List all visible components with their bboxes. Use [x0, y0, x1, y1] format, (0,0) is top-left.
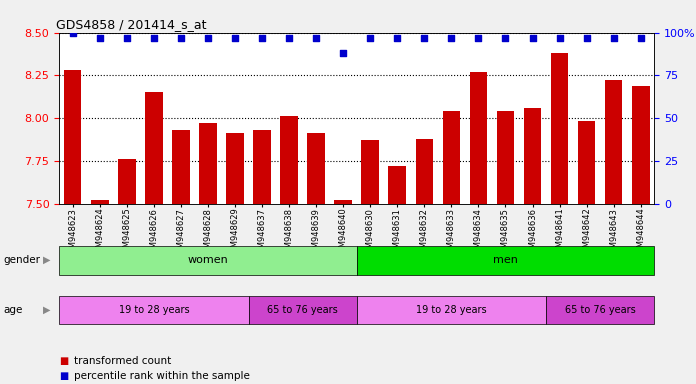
Point [94, 35, 105, 41]
Bar [416, 139, 433, 204]
Text: 19 to 28 years: 19 to 28 years [416, 305, 487, 315]
Bar [605, 81, 622, 204]
Point [283, 35, 294, 41]
Point [554, 35, 565, 41]
Bar [253, 130, 271, 204]
Text: 65 to 76 years: 65 to 76 years [267, 305, 338, 315]
Point [203, 35, 214, 41]
Text: 65 to 76 years: 65 to 76 years [564, 305, 635, 315]
Bar [497, 111, 514, 204]
Point [581, 35, 592, 41]
Point [256, 35, 267, 41]
Text: men: men [493, 255, 518, 265]
Text: ▶: ▶ [43, 255, 50, 265]
Point [500, 35, 511, 41]
Bar [199, 123, 216, 204]
Bar [578, 121, 595, 204]
Bar [470, 72, 487, 204]
Point [230, 35, 241, 41]
Text: ■: ■ [59, 356, 68, 366]
Text: ■: ■ [59, 371, 68, 381]
Text: ▶: ▶ [43, 305, 50, 315]
Point [148, 35, 159, 41]
Point [446, 35, 457, 41]
Text: GDS4858 / 201414_s_at: GDS4858 / 201414_s_at [56, 18, 207, 31]
Point [608, 35, 619, 41]
Bar [118, 159, 136, 204]
Point [310, 35, 322, 41]
Bar [145, 93, 163, 204]
Point [392, 35, 403, 41]
Bar [280, 116, 298, 204]
Bar [361, 140, 379, 204]
Point [175, 35, 187, 41]
Bar [551, 53, 569, 204]
Text: 19 to 28 years: 19 to 28 years [118, 305, 189, 315]
Text: gender: gender [3, 255, 40, 265]
Text: percentile rank within the sample: percentile rank within the sample [74, 371, 251, 381]
Bar [172, 130, 190, 204]
Bar [91, 200, 109, 204]
Point [527, 35, 538, 41]
Point [365, 35, 376, 41]
Text: age: age [3, 305, 23, 315]
Bar [388, 166, 406, 204]
Point [419, 35, 430, 41]
Bar [308, 134, 325, 204]
Point [473, 35, 484, 41]
Bar [334, 200, 352, 204]
Point [338, 50, 349, 56]
Bar [226, 134, 244, 204]
Point [67, 30, 78, 36]
Text: transformed count: transformed count [74, 356, 172, 366]
Point [635, 35, 647, 41]
Text: women: women [187, 255, 228, 265]
Bar [64, 70, 81, 204]
Bar [523, 108, 541, 204]
Point [121, 35, 132, 41]
Bar [443, 111, 460, 204]
Bar [632, 86, 649, 204]
